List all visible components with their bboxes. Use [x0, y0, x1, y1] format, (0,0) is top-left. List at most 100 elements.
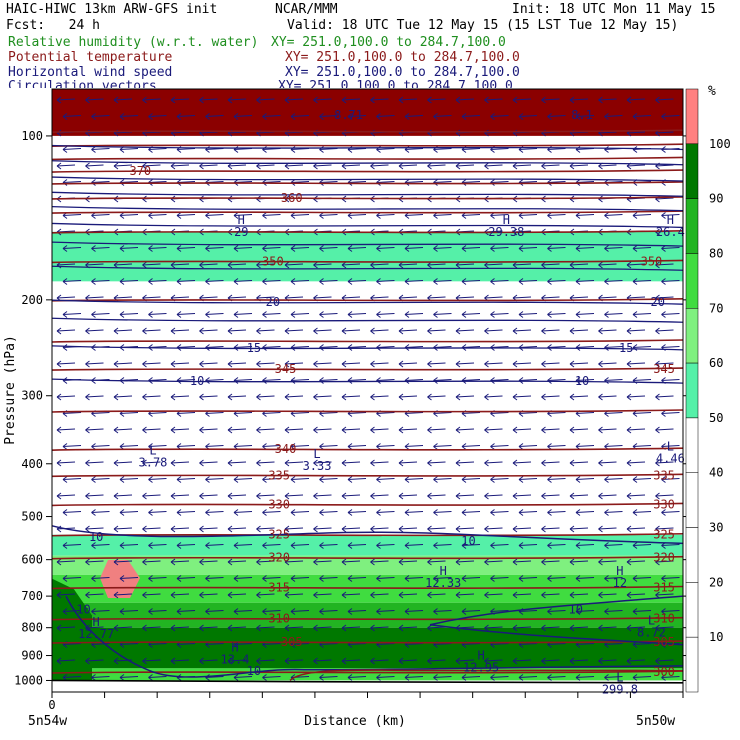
vector-arrow-head	[626, 327, 632, 335]
vector-arrow	[62, 676, 82, 678]
extremum-marker: H	[238, 213, 245, 227]
vector-arrow	[655, 527, 674, 530]
vector-arrow	[490, 610, 509, 612]
vector-arrow-head	[484, 327, 489, 335]
vector-arrow	[661, 313, 680, 315]
vector-arrow	[62, 544, 82, 546]
y-tick-label: 400	[21, 457, 43, 471]
vector-arrow-head	[284, 393, 290, 401]
colorbar-swatch	[685, 198, 699, 254]
vector-arrow-head	[569, 360, 575, 368]
vector-arrow	[427, 527, 446, 530]
vector-arrow	[427, 428, 446, 431]
vector-arrow	[341, 362, 361, 365]
extremum-marker: L	[648, 614, 655, 628]
vector-arrow	[598, 527, 617, 530]
vector-arrow-head	[404, 575, 410, 582]
vector-arrow	[284, 98, 304, 101]
vector-arrow	[541, 395, 560, 398]
vector-arrow	[569, 428, 589, 431]
rh-band	[52, 574, 683, 603]
vector-arrow	[632, 280, 652, 282]
vector-arrow-head	[398, 459, 404, 467]
vector-arrow	[455, 98, 475, 101]
vector-arrow	[313, 329, 332, 332]
vector-arrow	[290, 610, 310, 612]
vector-arrow	[427, 494, 446, 497]
vector-arrow	[313, 659, 332, 662]
vector-arrow	[512, 494, 532, 497]
theta-label: 350	[262, 254, 284, 268]
vector-arrow	[626, 362, 646, 365]
vector-arrow	[604, 346, 623, 348]
vector-arrow	[170, 362, 190, 365]
vector-arrow-head	[376, 542, 381, 549]
vector-arrow	[347, 280, 367, 282]
vector-arrow	[148, 412, 167, 414]
vector-arrow	[398, 626, 418, 629]
vector-arrow	[85, 428, 104, 431]
vector-arrow	[56, 494, 76, 497]
colorbar-tick-label: 10	[709, 630, 723, 644]
vector-arrow-head	[598, 492, 603, 500]
vector-arrow	[119, 610, 139, 612]
vector-arrow	[632, 412, 652, 414]
vector-arrow	[547, 511, 566, 513]
vector-arrow	[170, 527, 190, 530]
vector-arrow	[575, 247, 595, 249]
vector-arrow	[233, 148, 253, 150]
vector-arrow-head	[319, 476, 324, 483]
vector-arrow-head	[626, 360, 632, 368]
vector-arrow	[518, 577, 538, 579]
vector-arrow	[170, 395, 190, 398]
vector-arrow	[119, 181, 139, 183]
theta-contour	[51, 473, 684, 478]
vector-arrow	[284, 461, 304, 464]
vector-arrow	[85, 593, 104, 596]
vector-arrow	[56, 296, 76, 299]
vector-arrow	[626, 263, 646, 266]
vector-arrow-head	[313, 393, 318, 401]
vector-arrow-head	[290, 575, 296, 582]
vector-arrow	[404, 280, 424, 282]
vector-arrow-head	[56, 327, 62, 335]
vector-arrow-head	[398, 624, 404, 632]
vector-arrow	[113, 98, 133, 101]
vector-arrow	[404, 247, 424, 249]
vector-arrow	[541, 527, 560, 530]
vector-arrow	[199, 131, 218, 134]
vector-arrow	[626, 164, 646, 167]
vector-arrow-head	[484, 525, 489, 533]
vector-arrow-head	[376, 509, 381, 516]
vector-arrow	[170, 296, 190, 299]
vector-arrow	[604, 313, 623, 315]
vector-arrow-head	[233, 608, 239, 615]
vector-arrow	[319, 676, 338, 678]
vector-arrow	[604, 676, 623, 678]
vector-arrow-head	[632, 542, 638, 549]
wind-speed-label: 10	[569, 602, 583, 616]
vector-arrow	[376, 445, 395, 447]
vector-arrow	[233, 214, 253, 216]
vector-arrow-head	[626, 393, 632, 401]
vector-arrow-head	[433, 509, 438, 516]
vector-arrow-head	[541, 591, 546, 599]
vector-arrow-head	[398, 525, 404, 533]
vector-arrow-head	[547, 113, 552, 120]
vector-arrow	[404, 379, 424, 381]
vector-arrow-head	[284, 327, 290, 335]
vector-arrow	[461, 412, 481, 414]
vector-arrow	[262, 445, 281, 447]
vector-arrow	[148, 643, 167, 645]
vector-arrow	[427, 98, 446, 101]
vector-arrow	[227, 329, 247, 332]
vector-arrow	[170, 461, 190, 464]
vector-arrow-head	[199, 459, 204, 467]
vector-arrow	[398, 362, 418, 365]
rh-band	[52, 680, 683, 692]
vector-arrow-head	[541, 426, 546, 434]
extremum-marker: L	[149, 444, 156, 458]
vector-arrow	[341, 494, 361, 497]
vector-arrow	[655, 395, 674, 398]
vector-arrow	[404, 313, 424, 315]
